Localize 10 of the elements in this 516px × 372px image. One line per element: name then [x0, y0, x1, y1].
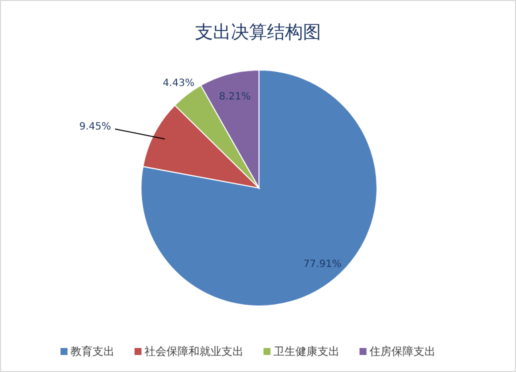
data-label: 9.45% [79, 122, 111, 133]
legend-label: 住房保障支出 [370, 345, 436, 358]
legend-label: 卫生健康支出 [274, 345, 340, 358]
legend-label: 教育支出 [70, 345, 114, 358]
chart-title: 支出决算结构图 [195, 22, 321, 43]
data-label: 4.43% [162, 78, 194, 90]
pie-slice [140, 70, 378, 306]
data-label: 77.91% [303, 258, 342, 270]
legend-label: 社会保障和就业支出 [144, 345, 244, 358]
data-label: 8.21% [219, 91, 251, 102]
